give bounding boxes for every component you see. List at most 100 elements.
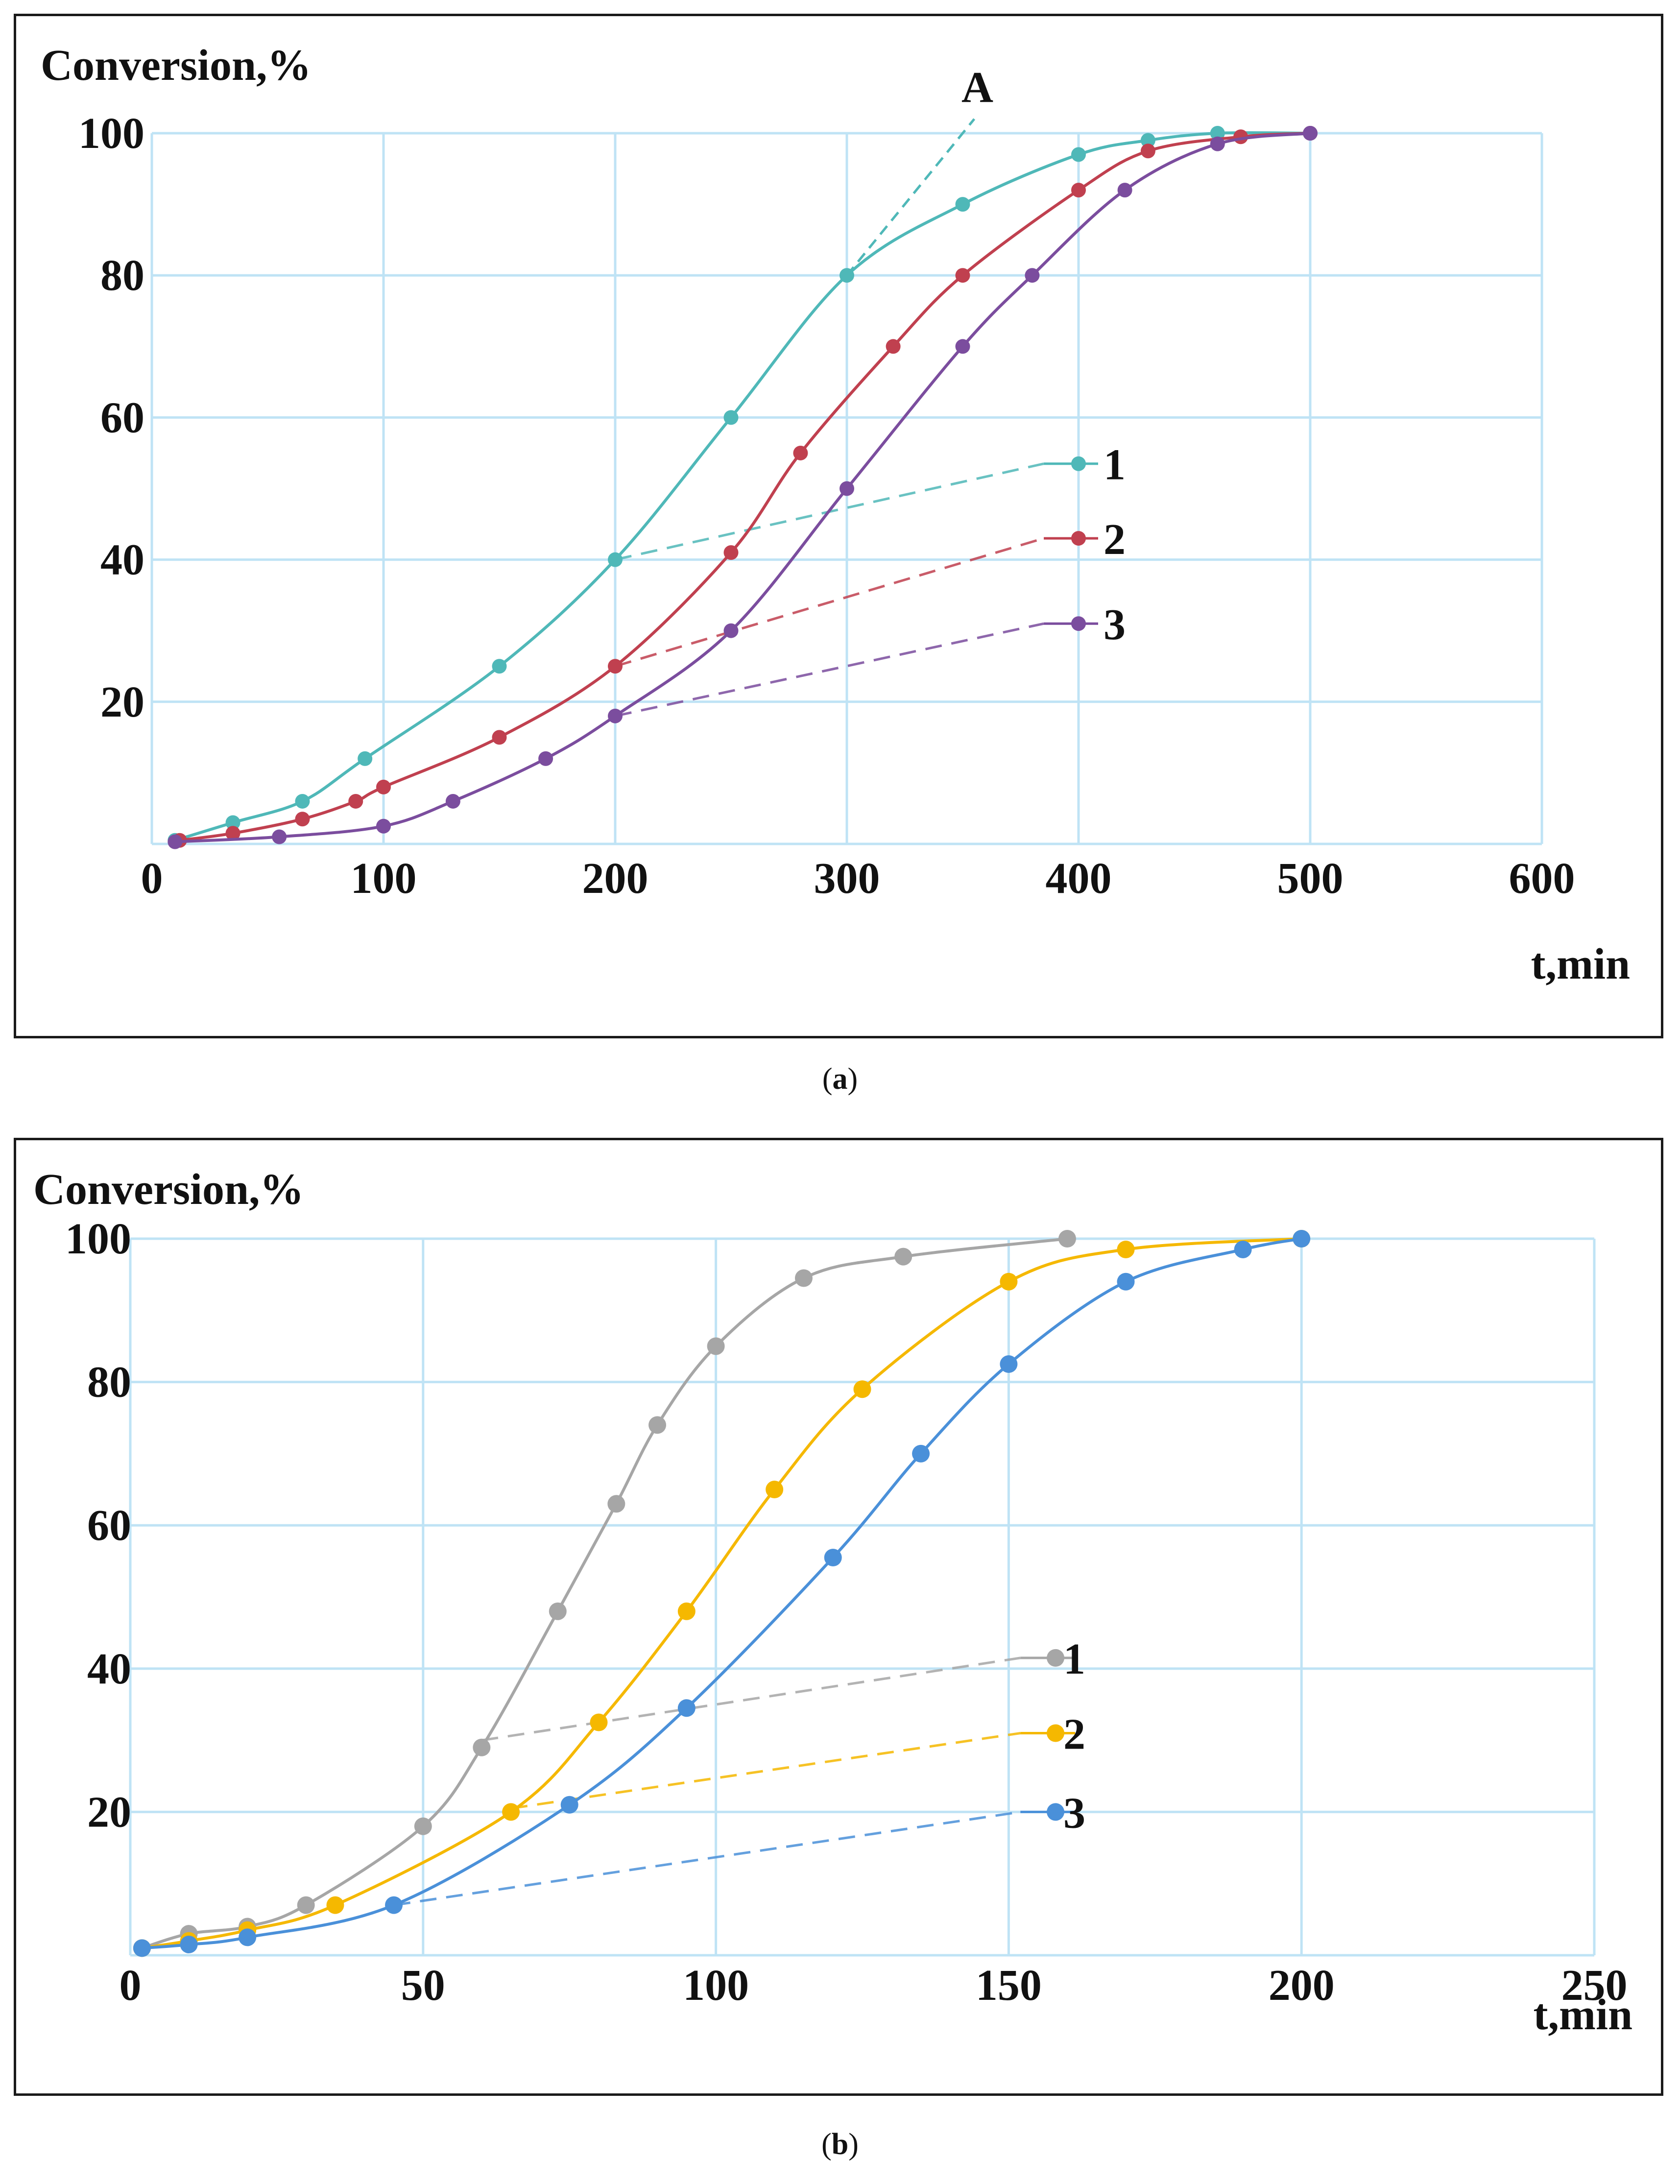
series-1-point [707,1337,725,1355]
annotation-line [846,118,976,276]
series-1-legend-marker [1047,1649,1065,1667]
series-1-point [1140,133,1155,148]
series-1-point [894,1248,912,1266]
series-2-point [295,812,310,827]
series-2-guide-line [615,537,1044,668]
annotation-label: A [961,63,993,112]
series-3-point [1293,1230,1311,1248]
series-1-point [492,659,507,674]
series-1-point [794,1269,813,1287]
chart-panel-b: 0 50 100 150 200 250 20 40 60 80 100 Conversion,% t,… [14,1138,1663,2096]
series-1-point [840,268,854,283]
series-3-point [1000,1355,1018,1373]
series-2-point [1071,183,1086,198]
y-tick-label: 40 [87,1645,131,1693]
series-2-legend-marker [1071,531,1086,546]
x-tick-label: 200 [1269,1961,1335,2010]
x-tick-label: 100 [683,1961,749,2010]
x-tick-label: 200 [582,854,648,903]
caption-a-letter: a [832,1062,848,1096]
series-1-point [297,1896,315,1914]
x-tick-label: 300 [814,854,880,903]
x-tick-label: 250 [1561,1961,1628,2010]
y-tick-label: 60 [100,393,144,442]
series-2-point [853,1380,871,1398]
series-1-point [295,793,310,809]
series-2-point [766,1481,784,1499]
series-2-point [225,826,240,841]
y-axis-label: Conversion,% [33,1165,304,1214]
x-axis-label: t,min [1531,940,1631,988]
series-1-legend-marker [1071,456,1086,471]
series-3-point [1303,126,1318,141]
series-3-point [133,1939,151,1957]
series-3-point [723,623,739,638]
caption-a: (a) [0,1062,1680,1097]
caption-b-close: ) [848,2128,859,2161]
y-tick-label: 80 [87,1358,131,1407]
series-3-point [239,1928,257,1946]
series-1-point [1058,1230,1076,1248]
series-1-point [549,1602,567,1620]
series-2-point [1000,1272,1018,1291]
series-2-point [590,1713,608,1731]
series-2-point [886,339,901,354]
caption-b: (b) [0,2127,1680,2162]
series-1-point [358,751,373,766]
series-2-point [723,545,739,560]
x-tick-label: 150 [976,1961,1042,2010]
series-2-legend-label: 2 [1063,1710,1085,1758]
x-tick-label: 400 [1046,854,1112,903]
series-3-point [376,818,391,834]
series-2-point [376,779,391,794]
y-tick-label: 20 [87,1788,131,1836]
x-axis-label: t,min [1534,1991,1633,2039]
series-3-point [445,793,460,809]
series-2-guide-line [510,1731,1021,1810]
series-3-point [1025,268,1040,283]
y-tick-label: 60 [87,1501,131,1550]
series-1-point [648,1416,667,1434]
series-1-point [225,815,240,830]
x-tick-label: 100 [351,854,417,903]
series-2-point [793,445,808,460]
y-tick-label: 100 [65,1215,131,1263]
y-tick-label: 80 [100,251,144,300]
y-tick-label: 100 [78,109,144,158]
x-tick-label: 600 [1509,854,1575,903]
series-1-point [607,1495,625,1513]
series-3-point [1210,136,1225,151]
series-2-line [179,132,1311,842]
series-3-point [1117,1272,1135,1291]
series-3-point [1234,1240,1252,1258]
series-2-point [608,659,623,674]
series-3-point [180,1936,198,1954]
y-tick-label: 40 [100,536,144,584]
y-tick-label: 20 [100,678,144,726]
series-1-point [1071,147,1086,162]
series-2-point [1117,1240,1135,1258]
caption-b-letter: b [831,2128,849,2161]
series-1-point [1210,126,1225,141]
series-1-line [142,1237,1068,1950]
series-2-point [502,1803,520,1821]
series-1-point [955,197,970,212]
series-3-point [824,1549,842,1567]
series-3-point [560,1796,578,1814]
series-2-legend-marker [1047,1724,1065,1742]
series-2-point [348,793,363,809]
x-tick-label: 0 [141,854,163,903]
series-3-legend-label: 3 [1063,1789,1085,1837]
series-3-line [175,132,1311,843]
series-3-point [912,1444,930,1463]
series-3-point [272,829,287,844]
caption-a-open: ( [822,1062,833,1096]
chart-a-svg: 0 100 200 300 400 500 600 20 40 60 80 100 Conversion… [41,41,1631,988]
series-3-point [840,481,854,496]
series-3-point [677,1699,696,1717]
caption-a-close: ) [847,1062,858,1096]
series-1-point [473,1738,491,1756]
series-1-point [608,552,623,567]
y-axis-label: Conversion,% [41,41,312,90]
series-3-point [385,1896,403,1914]
